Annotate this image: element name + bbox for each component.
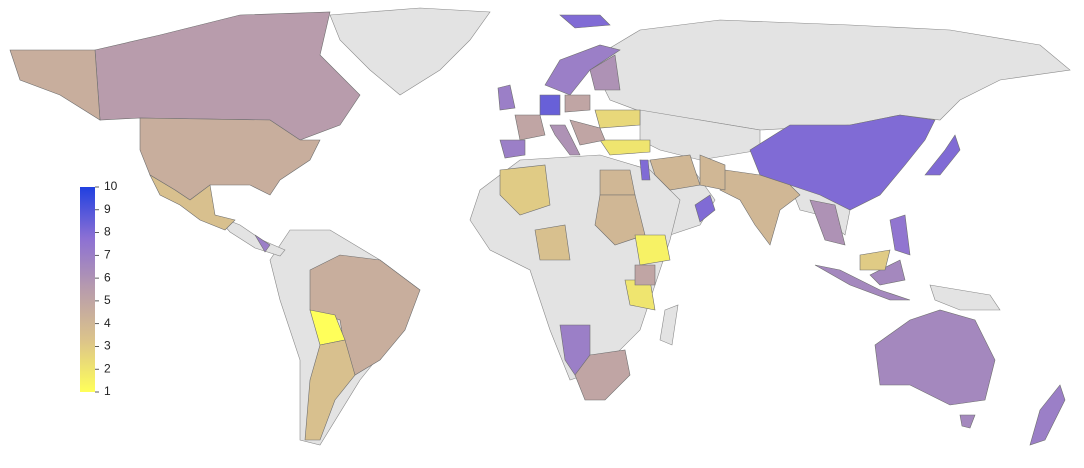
country[interactable] — [1029, 384, 1066, 446]
new-guinea — [929, 284, 1001, 311]
colorbar-tick-label: 5 — [104, 293, 111, 307]
country[interactable] — [94, 11, 361, 141]
country[interactable] — [649, 154, 701, 191]
country[interactable] — [694, 194, 716, 223]
country[interactable] — [569, 119, 606, 146]
country[interactable] — [599, 169, 636, 196]
country[interactable] — [699, 154, 726, 191]
country[interactable] — [809, 199, 846, 246]
colorbar-tick-label: 6 — [104, 270, 111, 284]
country[interactable] — [594, 109, 641, 129]
country[interactable] — [534, 224, 571, 261]
country[interactable] — [499, 139, 526, 159]
colorbar-tick-label: 7 — [104, 248, 111, 262]
colorbar-gradient — [80, 187, 95, 392]
country[interactable] — [634, 264, 656, 286]
country[interactable] — [304, 339, 356, 441]
country[interactable] — [514, 114, 546, 141]
colorbar: 1 2 3 4 5 6 7 8 9 10 — [80, 179, 118, 398]
country[interactable] — [874, 309, 996, 429]
countries — [9, 11, 1066, 446]
country[interactable] — [559, 14, 611, 29]
country[interactable] — [149, 174, 236, 231]
country[interactable] — [719, 169, 801, 246]
madagascar — [659, 304, 679, 346]
country[interactable] — [589, 54, 621, 91]
colorbar-tick-label: 8 — [104, 225, 111, 239]
country[interactable] — [499, 164, 551, 216]
country[interactable] — [497, 84, 516, 111]
colorbar-tick-label: 4 — [104, 316, 111, 330]
country[interactable] — [254, 234, 271, 253]
country[interactable] — [889, 214, 911, 256]
colorbar-tick-label: 10 — [104, 179, 118, 193]
country[interactable] — [574, 349, 631, 401]
colorbar-tick-label: 9 — [104, 202, 111, 216]
country[interactable] — [814, 259, 911, 301]
country[interactable] — [639, 159, 651, 181]
country[interactable] — [924, 134, 961, 176]
country[interactable] — [859, 249, 891, 271]
country[interactable] — [594, 194, 646, 246]
country[interactable] — [564, 94, 591, 113]
country[interactable] — [634, 234, 671, 266]
country[interactable] — [599, 139, 651, 156]
country[interactable] — [549, 124, 581, 156]
country[interactable] — [539, 94, 561, 116]
colorbar-tick-label: 1 — [104, 384, 111, 398]
greenland — [329, 7, 491, 96]
colorbar-tick-label: 3 — [104, 339, 111, 353]
colorbar-tick-label: 2 — [104, 361, 111, 375]
